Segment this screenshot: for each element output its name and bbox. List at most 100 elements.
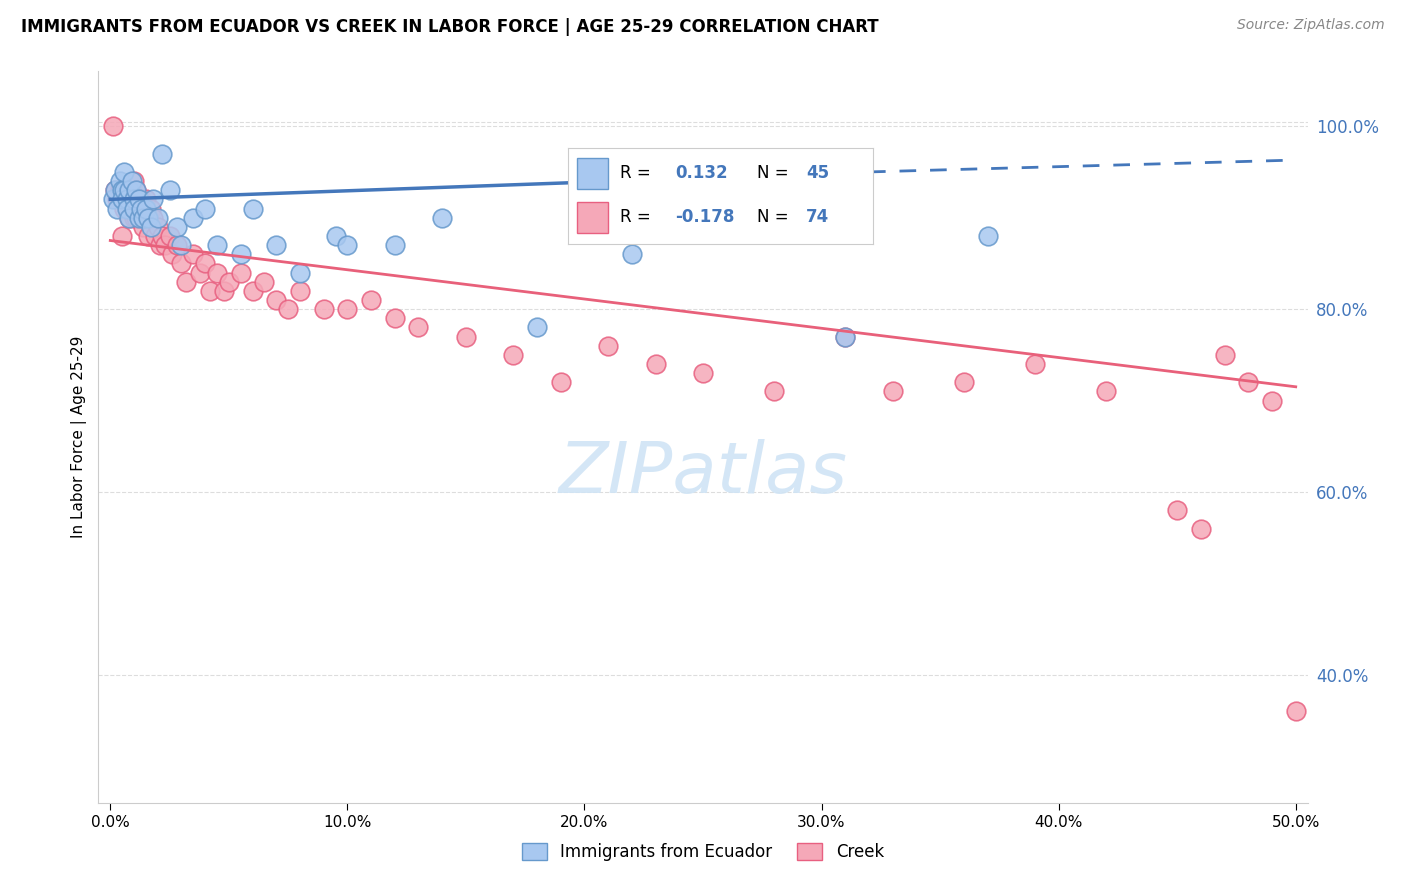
Point bbox=[132, 202, 155, 216]
Point bbox=[198, 284, 221, 298]
Point bbox=[170, 238, 193, 252]
Point bbox=[181, 211, 204, 225]
Point bbox=[190, 266, 212, 280]
Point bbox=[834, 329, 856, 343]
Point bbox=[218, 275, 240, 289]
Text: 74: 74 bbox=[806, 209, 830, 227]
Point bbox=[118, 183, 141, 197]
Point bbox=[108, 174, 131, 188]
Point bbox=[122, 202, 145, 216]
Point bbox=[598, 338, 620, 352]
Point bbox=[128, 211, 150, 225]
Point bbox=[118, 211, 141, 225]
Point bbox=[360, 293, 382, 307]
Point bbox=[325, 228, 347, 243]
Point bbox=[136, 211, 159, 225]
Point bbox=[139, 219, 162, 234]
Text: Source: ZipAtlas.com: Source: ZipAtlas.com bbox=[1237, 18, 1385, 32]
Point bbox=[122, 174, 145, 188]
Point bbox=[1095, 384, 1118, 399]
Point bbox=[114, 202, 136, 216]
Point bbox=[135, 192, 157, 206]
Text: R =: R = bbox=[620, 164, 651, 182]
Point bbox=[114, 183, 136, 197]
Point bbox=[692, 366, 714, 380]
Point bbox=[153, 238, 176, 252]
Point bbox=[454, 329, 477, 343]
Point bbox=[125, 211, 148, 225]
Point bbox=[152, 146, 174, 161]
Point bbox=[121, 202, 143, 216]
Bar bbox=[578, 158, 607, 188]
Text: R =: R = bbox=[620, 209, 651, 227]
Point bbox=[101, 192, 124, 206]
Point bbox=[976, 228, 998, 243]
Point bbox=[122, 211, 145, 225]
Point bbox=[111, 228, 134, 243]
Point bbox=[166, 238, 188, 252]
Point bbox=[882, 384, 904, 399]
Point bbox=[132, 219, 155, 234]
Point bbox=[432, 211, 454, 225]
Point bbox=[336, 301, 359, 317]
Point bbox=[229, 247, 252, 261]
Point bbox=[136, 228, 159, 243]
Point bbox=[408, 320, 430, 334]
Point bbox=[129, 192, 152, 206]
Point bbox=[952, 375, 974, 389]
Point bbox=[114, 165, 136, 179]
Point bbox=[1024, 357, 1046, 371]
Point bbox=[264, 238, 287, 252]
Point bbox=[143, 228, 166, 243]
Point bbox=[111, 192, 134, 206]
Point bbox=[128, 202, 150, 216]
Point bbox=[142, 192, 165, 206]
Point bbox=[181, 247, 204, 261]
Point bbox=[114, 183, 136, 197]
Point bbox=[108, 192, 131, 206]
Point bbox=[118, 202, 141, 216]
Point bbox=[229, 266, 252, 280]
Point bbox=[115, 183, 138, 197]
Point bbox=[128, 192, 150, 206]
Point bbox=[1285, 705, 1308, 719]
Point bbox=[502, 348, 524, 362]
Point bbox=[242, 202, 264, 216]
Point bbox=[620, 247, 643, 261]
Point bbox=[129, 211, 152, 225]
Point bbox=[132, 211, 155, 225]
Point bbox=[149, 238, 172, 252]
Point bbox=[194, 256, 217, 270]
Point bbox=[135, 202, 157, 216]
Point bbox=[205, 238, 228, 252]
Point bbox=[205, 266, 228, 280]
Point bbox=[336, 238, 359, 252]
Point bbox=[139, 202, 162, 216]
Point bbox=[716, 219, 738, 234]
Text: 0.132: 0.132 bbox=[675, 164, 727, 182]
Point bbox=[264, 293, 287, 307]
Point bbox=[105, 202, 128, 216]
Point bbox=[142, 211, 165, 225]
Point bbox=[129, 202, 152, 216]
Point bbox=[277, 301, 299, 317]
Point bbox=[1237, 375, 1260, 389]
Point bbox=[160, 247, 183, 261]
Point bbox=[550, 375, 572, 389]
Point bbox=[174, 275, 197, 289]
Point bbox=[111, 183, 134, 197]
Point bbox=[121, 174, 143, 188]
Point bbox=[136, 211, 159, 225]
Point bbox=[384, 238, 406, 252]
Point bbox=[1189, 521, 1212, 535]
Point bbox=[763, 384, 786, 399]
Point bbox=[115, 192, 138, 206]
Text: N =: N = bbox=[758, 164, 789, 182]
Legend: Immigrants from Ecuador, Creek: Immigrants from Ecuador, Creek bbox=[516, 836, 890, 868]
Point bbox=[104, 183, 127, 197]
Point bbox=[125, 183, 148, 197]
Point bbox=[1166, 503, 1188, 517]
Point bbox=[242, 284, 264, 298]
Point bbox=[166, 219, 188, 234]
Point bbox=[194, 202, 217, 216]
